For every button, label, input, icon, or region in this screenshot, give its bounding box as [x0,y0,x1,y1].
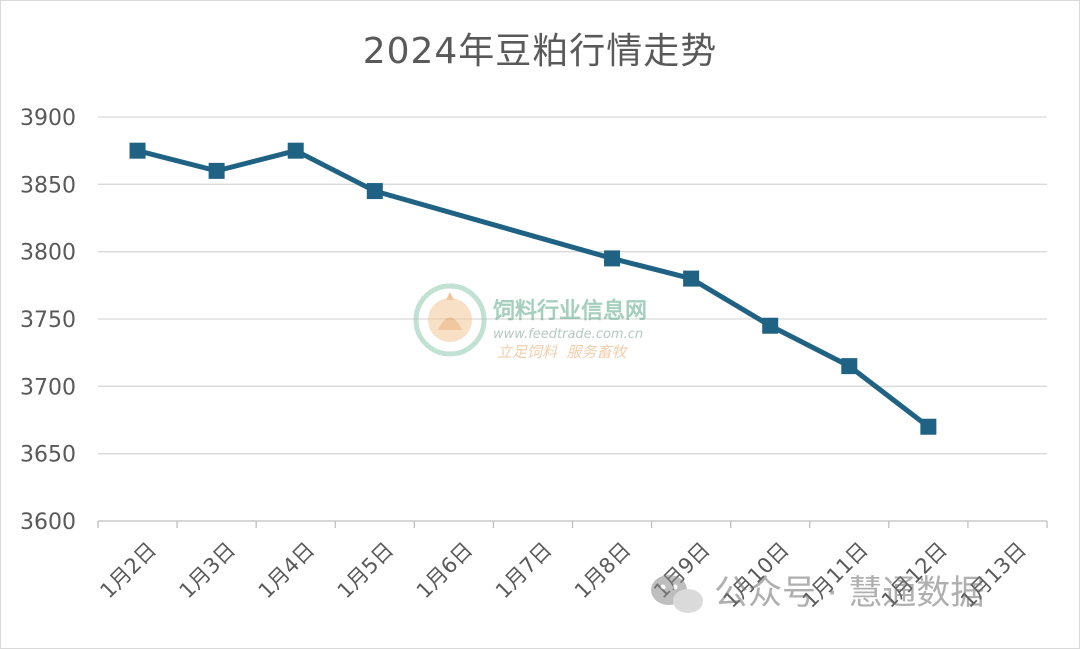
data-point-marker [841,358,858,375]
series-line [135,148,931,430]
wechat-icon [651,575,703,613]
x-tick-label: 1月2日 [96,538,162,604]
chart-title: 2024年豆粕行情走势 [362,31,718,72]
wechat-watermark: 公众号 · 慧通数据 [651,573,984,613]
x-tick-label: 1月5日 [333,538,399,604]
wechat-account-label: 公众号 · 慧通数据 [714,573,984,613]
y-tick-label: 3700 [20,375,76,400]
feedtrade-watermark: 饲料行业信息网 www.feedtrade.com.cn 立足饲料 服务畜牧 [413,283,647,361]
data-point-marker [683,270,700,287]
x-tick-label: 1月7日 [491,538,557,604]
feedtrade-site-url: www.feedtrade.com.cn [493,327,643,342]
gridlines [98,116,1047,455]
x-tick-label: 1月6日 [412,538,478,604]
y-tick-label: 3900 [20,106,76,131]
data-point-marker [762,317,779,334]
y-tick-label: 3750 [20,308,76,333]
series-markers [129,142,937,435]
y-tick-label: 3800 [20,241,76,266]
feedtrade-slogan: 立足饲料 服务畜牧 [497,343,629,361]
data-point-marker [604,250,621,267]
x-tick-label: 1月3日 [175,538,241,604]
data-point-marker [366,183,383,200]
y-tick-label: 3600 [20,510,76,535]
x-axis [97,520,1048,528]
y-axis-ticks: 3600 3650 3700 3750 3800 3850 3900 [20,106,76,535]
x-tick-label: 1月8日 [570,538,636,604]
y-tick-label: 3850 [20,173,76,198]
feedtrade-logo-icon [413,283,487,357]
y-tick-label: 3650 [20,443,76,468]
data-point-marker [129,142,146,159]
data-point-marker [287,142,304,159]
series-line-path [135,148,931,430]
data-point-marker [920,418,937,435]
x-tick-label: 1月4日 [254,538,320,604]
data-point-marker [208,162,225,179]
feedtrade-site-name: 饲料行业信息网 [492,298,647,324]
